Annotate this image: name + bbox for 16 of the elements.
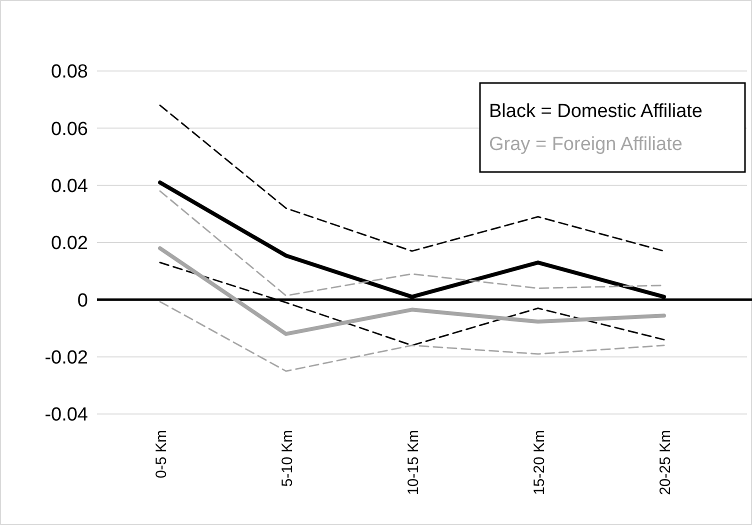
x-tick-label: 0-5 Km [153,430,170,478]
x-tick-label: 20-25 Km [657,430,674,496]
x-tick-label: 10-15 Km [405,430,422,496]
y-tick-label: -0.02 [44,347,88,368]
y-tick-label: 0.02 [51,233,88,254]
line-series [158,246,666,336]
x-tick-label: 15-20 Km [531,430,548,496]
y-tick-label: 0.08 [51,62,88,83]
y-tick-label: 0 [77,290,88,312]
y-tick-label: 0.04 [51,176,88,197]
line-series [159,300,665,372]
y-tick-label: -0.04 [44,404,88,426]
annotation: Gray = Foreign Affiliate [489,134,682,155]
y-tick-label: 0.06 [51,118,88,140]
x-tick-label: 5-10 Km [279,430,296,487]
annotation: Black = Domestic Affiliate [489,101,702,122]
